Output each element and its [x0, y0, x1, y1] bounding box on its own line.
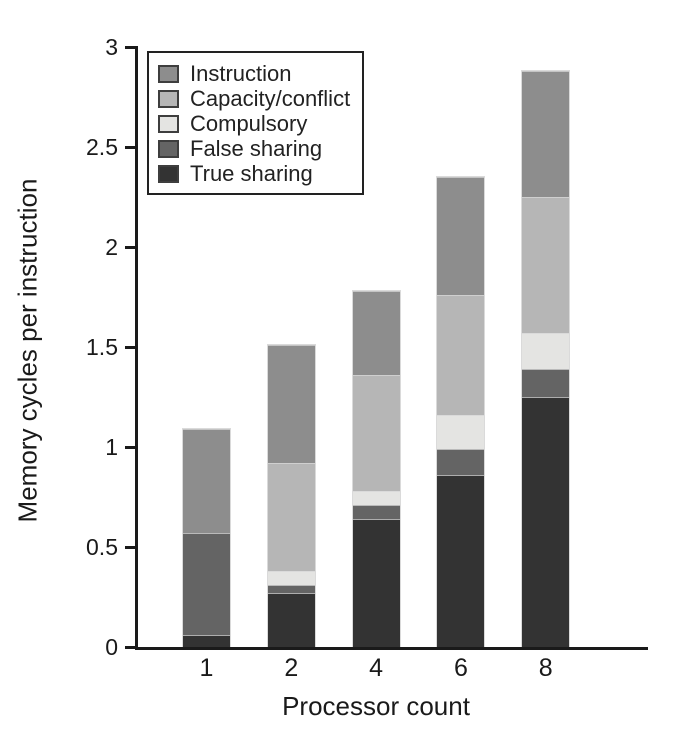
y-tick-label: 1.5: [86, 334, 118, 360]
bar-segment-true-sharing: [267, 593, 315, 647]
legend-swatch-icon: [158, 89, 179, 108]
bar-segment-compulsory: [267, 571, 315, 585]
y-tick-label: 2.5: [86, 134, 118, 160]
bar-stack: [436, 176, 486, 648]
y-tick: [125, 645, 137, 649]
legend-item-instruction: Instruction: [158, 61, 350, 86]
y-tick: [125, 445, 137, 449]
bar-segment-true-sharing: [352, 519, 400, 647]
y-tick: [125, 145, 137, 149]
legend-swatch-icon: [158, 139, 179, 158]
y-tick-label: 1: [105, 434, 118, 460]
y-tick-label: 2: [105, 234, 118, 260]
bar-segment-compulsory: [437, 415, 485, 449]
x-tick-label: 1: [199, 654, 214, 682]
bar-segment-capacity-conflict: [522, 197, 570, 333]
bar-segment-instruction: [352, 291, 400, 375]
legend-swatch-icon: [158, 64, 179, 83]
y-tick: [125, 345, 137, 349]
y-tick: [125, 45, 137, 49]
bar-segment-capacity-conflict: [352, 375, 400, 491]
bar-segment-compulsory: [522, 333, 570, 369]
x-tick-label: 8: [538, 654, 553, 682]
bar-stack: [521, 70, 571, 648]
legend-box: Instruction Capacity/conflict Compulsory Fa…: [147, 51, 365, 195]
y-tick-label: 3: [105, 34, 118, 60]
bar-segment-compulsory: [352, 491, 400, 505]
x-tick-label: 4: [369, 654, 384, 682]
x-axis-title: Processor count: [282, 691, 470, 721]
legend-label: Compulsory: [190, 111, 308, 136]
bar-stack: [266, 344, 316, 648]
y-tick-label: 0.5: [86, 534, 118, 560]
bar-segment-instruction: [183, 429, 230, 533]
bar-segment-instruction: [522, 71, 570, 197]
bar-stack: [182, 428, 231, 648]
legend-label: False sharing: [190, 136, 323, 161]
legend-label: True sharing: [190, 161, 313, 186]
y-axis-title: Memory cycles per instruction: [12, 178, 43, 523]
x-tick-label: 6: [453, 654, 468, 682]
bar-segment-false-sharing: [183, 533, 230, 635]
bar-segment-true-sharing: [522, 397, 570, 647]
y-tick: [125, 545, 137, 549]
bar-segment-false-sharing: [352, 505, 400, 519]
x-tick-label: 2: [284, 654, 299, 682]
y-axis-line: [135, 46, 138, 650]
bar-segment-instruction: [437, 177, 485, 295]
legend-label: Instruction: [190, 61, 292, 86]
y-tick: [125, 245, 137, 249]
legend-item-compulsory: Compulsory: [158, 111, 350, 136]
bar-segment-instruction: [267, 345, 315, 463]
bar-segment-capacity-conflict: [267, 463, 315, 571]
legend-swatch-icon: [158, 164, 179, 183]
bar-segment-false-sharing: [522, 369, 570, 397]
y-tick-label: 0: [105, 634, 118, 660]
bar-stack: [351, 290, 401, 648]
x-axis-line: [135, 647, 648, 650]
legend-item-false-sharing: False sharing: [158, 136, 350, 161]
legend-swatch-icon: [158, 114, 179, 133]
bar-segment-false-sharing: [437, 449, 485, 475]
legend-item-true-sharing: True sharing: [158, 161, 350, 186]
bar-segment-true-sharing: [437, 475, 485, 647]
bar-segment-false-sharing: [267, 585, 315, 593]
bar-segment-capacity-conflict: [437, 295, 485, 415]
bar-segment-true-sharing: [183, 635, 230, 647]
legend-label: Capacity/conflict: [190, 86, 351, 111]
legend-item-capacity-conflict: Capacity/conflict: [158, 86, 350, 111]
